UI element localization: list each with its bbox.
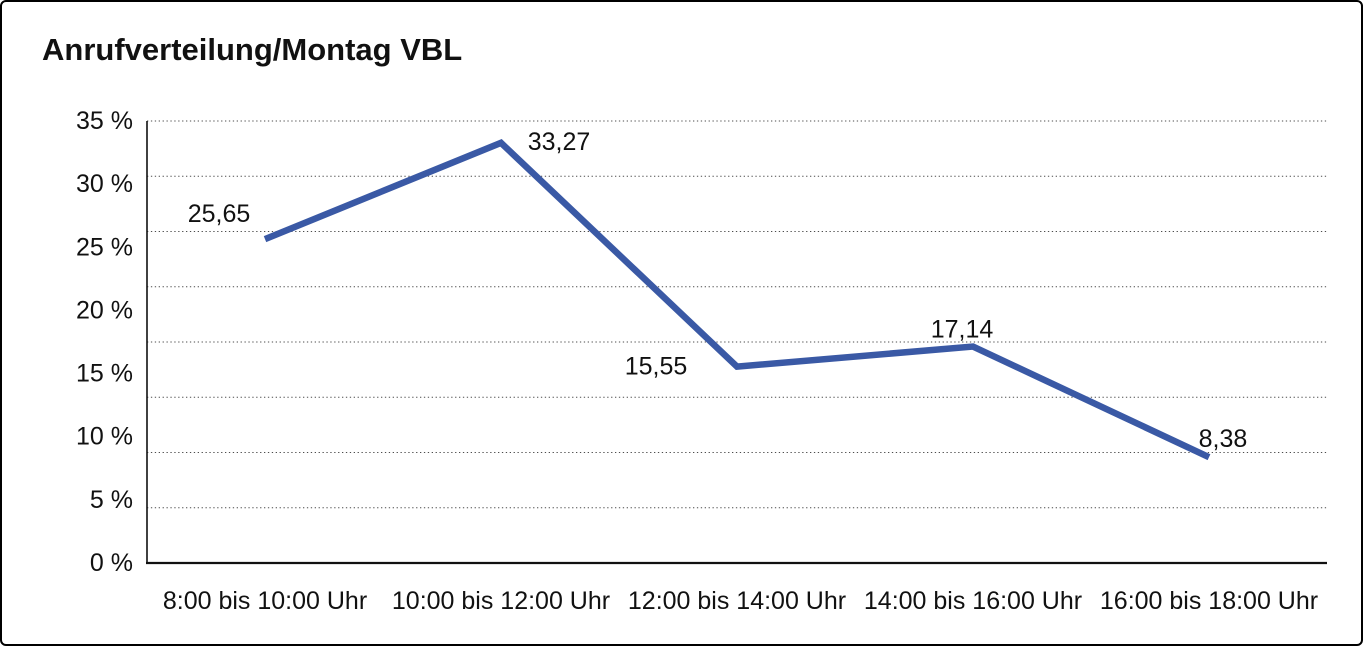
y-tick-label: 35 % (76, 107, 133, 135)
x-tick-label: 14:00 bis 16:00 Uhr (864, 587, 1082, 615)
y-tick-label: 25 % (76, 233, 133, 261)
x-tick-label: 8:00 bis 10:00 Uhr (163, 587, 367, 615)
x-tick-label: 10:00 bis 12:00 Uhr (392, 587, 610, 615)
series-line (263, 139, 1211, 461)
y-tick-label: 10 % (76, 423, 133, 451)
y-tick-label: 5 % (90, 486, 133, 514)
y-tick-label: 20 % (76, 296, 133, 324)
data-label: 33,27 (528, 128, 591, 156)
y-tick-label: 0 % (90, 549, 133, 577)
y-tick-label: 15 % (76, 360, 133, 388)
x-tick-label: 12:00 bis 14:00 Uhr (628, 587, 846, 615)
data-label: 17,14 (931, 316, 994, 344)
data-label: 25,65 (188, 200, 251, 228)
chart-title: Anrufverteilung/Montag VBL (42, 32, 463, 67)
data-label: 15,55 (625, 353, 688, 381)
data-label: 8,38 (1199, 425, 1248, 453)
x-tick-label: 16:00 bis 18:00 Uhr (1100, 587, 1318, 615)
y-tick-label: 30 % (76, 170, 133, 198)
